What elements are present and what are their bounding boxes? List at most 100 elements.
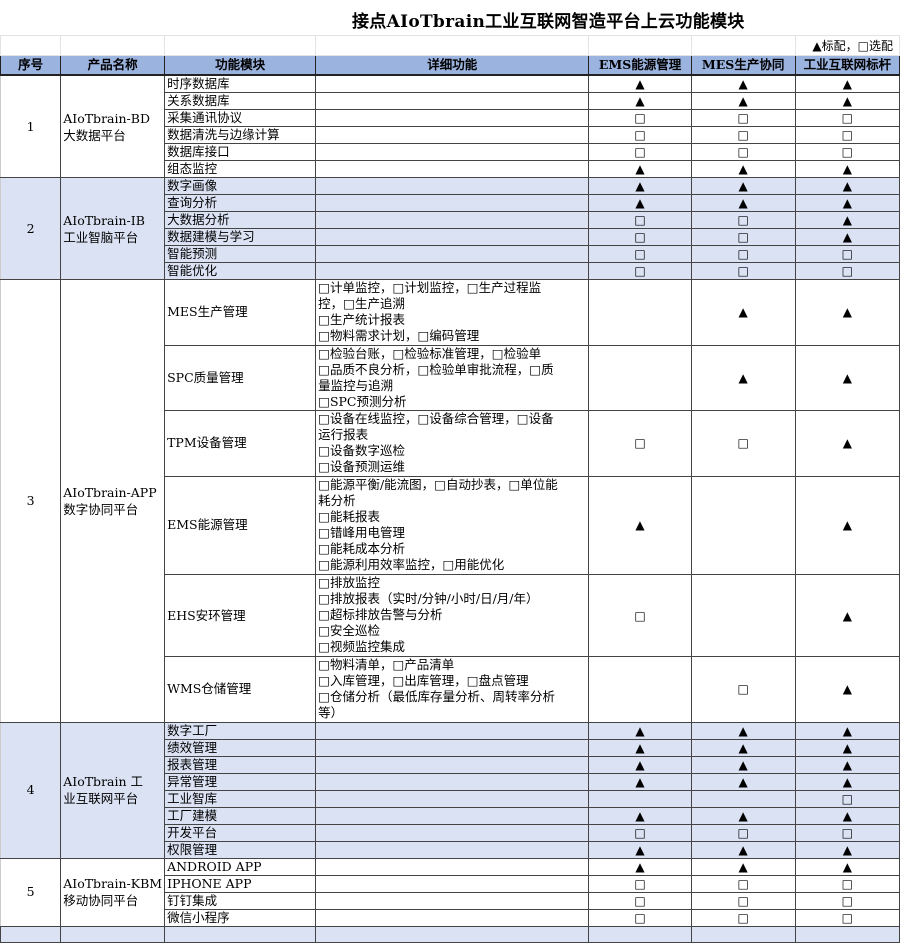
module-name[interactable]: 查询分析 xyxy=(164,194,317,212)
detail-cell[interactable] xyxy=(315,755,590,774)
header-product[interactable]: 产品名称 xyxy=(60,55,166,76)
detail-cell[interactable]: □检验台账，□检验标准管理，□检验单 □品质不良分析，□检验单审批流程，□质 量监控… xyxy=(315,344,590,412)
optional-square-icon[interactable]: □ xyxy=(588,823,692,842)
module-name[interactable]: 工厂建模 xyxy=(164,806,317,825)
detail-cell[interactable] xyxy=(315,772,590,791)
module-name[interactable]: MES生产管理 xyxy=(164,279,317,346)
detail-cell[interactable] xyxy=(315,228,590,246)
module-name[interactable]: 智能优化 xyxy=(164,262,317,280)
standard-triangle-icon[interactable]: ▲ xyxy=(794,755,900,774)
module-name[interactable]: SPC质量管理 xyxy=(164,344,317,412)
module-name[interactable]: EHS安环管理 xyxy=(164,574,317,658)
optional-square-icon[interactable]: □ xyxy=(588,891,692,910)
module-name[interactable]: 智能预测 xyxy=(164,245,317,263)
standard-triangle-icon[interactable]: ▲ xyxy=(794,160,900,178)
detail-cell[interactable]: □计单监控，□计划监控，□生产过程监 控，□生产追溯 □生产统计报表 □物料需求计划，… xyxy=(315,279,590,346)
optional-square-icon[interactable]: □ xyxy=(588,874,692,893)
standard-triangle-icon[interactable]: ▲ xyxy=(794,92,900,110)
standard-triangle-icon[interactable]: ▲ xyxy=(794,228,900,246)
standard-triangle-icon[interactable]: ▲ xyxy=(588,772,692,791)
standard-triangle-icon[interactable]: ▲ xyxy=(794,857,900,876)
optional-square-icon[interactable]: □ xyxy=(794,109,900,127)
optional-square-icon[interactable]: □ xyxy=(690,656,796,723)
optional-square-icon[interactable]: □ xyxy=(690,410,796,477)
standard-triangle-icon[interactable]: ▲ xyxy=(794,574,900,658)
standard-triangle-icon[interactable]: ▲ xyxy=(690,806,796,825)
ems-mark-empty[interactable] xyxy=(588,789,692,808)
standard-triangle-icon[interactable]: ▲ xyxy=(690,857,796,876)
standard-triangle-icon[interactable]: ▲ xyxy=(690,160,796,178)
standard-triangle-icon[interactable]: ▲ xyxy=(690,74,796,93)
product-name[interactable]: AIoTbrain-KBM 移动协同平台 xyxy=(60,857,166,927)
standard-triangle-icon[interactable]: ▲ xyxy=(794,211,900,229)
optional-square-icon[interactable]: □ xyxy=(794,823,900,842)
module-name[interactable]: 微信小程序 xyxy=(164,908,317,927)
optional-square-icon[interactable]: □ xyxy=(690,891,796,910)
optional-square-icon[interactable]: □ xyxy=(588,574,692,658)
module-name[interactable]: WMS仓储管理 xyxy=(164,656,317,723)
standard-triangle-icon[interactable]: ▲ xyxy=(690,738,796,757)
optional-square-icon[interactable]: □ xyxy=(794,143,900,161)
optional-square-icon[interactable]: □ xyxy=(690,143,796,161)
detail-cell[interactable]: □设备在线监控，□设备综合管理，□设备 运行报表 □设备数字巡检 □设备预测运维 xyxy=(315,410,590,477)
standard-triangle-icon[interactable]: ▲ xyxy=(588,160,692,178)
optional-square-icon[interactable]: □ xyxy=(588,143,692,161)
mes-mark-empty[interactable] xyxy=(690,475,796,576)
ems-mark-empty[interactable] xyxy=(588,279,692,346)
optional-square-icon[interactable]: □ xyxy=(690,823,796,842)
product-name[interactable]: AIoTbrain-IB 工业智脑平台 xyxy=(60,177,166,280)
mes-mark-empty[interactable] xyxy=(690,789,796,808)
module-name[interactable]: 异常管理 xyxy=(164,772,317,791)
standard-triangle-icon[interactable]: ▲ xyxy=(794,806,900,825)
optional-square-icon[interactable]: □ xyxy=(690,262,796,280)
optional-square-icon[interactable]: □ xyxy=(690,211,796,229)
optional-square-icon[interactable]: □ xyxy=(794,245,900,263)
standard-triangle-icon[interactable]: ▲ xyxy=(588,177,692,195)
header-benchmark[interactable]: 工业互联网标杆 xyxy=(794,55,900,76)
detail-cell[interactable] xyxy=(315,789,590,808)
optional-square-icon[interactable]: □ xyxy=(794,908,900,927)
product-name[interactable]: AIoTbrain 工业互联网平台 xyxy=(60,721,166,859)
detail-cell[interactable] xyxy=(315,109,590,127)
detail-cell[interactable] xyxy=(315,74,590,93)
section-number[interactable]: 3 xyxy=(0,279,62,723)
standard-triangle-icon[interactable]: ▲ xyxy=(794,656,900,723)
optional-square-icon[interactable]: □ xyxy=(794,789,900,808)
module-name[interactable]: ANDROID APP xyxy=(164,857,317,876)
optional-square-icon[interactable]: □ xyxy=(588,410,692,477)
standard-triangle-icon[interactable]: ▲ xyxy=(690,755,796,774)
optional-square-icon[interactable]: □ xyxy=(588,211,692,229)
optional-square-icon[interactable]: □ xyxy=(690,126,796,144)
section-number[interactable]: 2 xyxy=(0,177,62,280)
ems-mark-empty[interactable] xyxy=(588,344,692,412)
optional-square-icon[interactable]: □ xyxy=(690,908,796,927)
detail-cell[interactable] xyxy=(315,857,590,876)
detail-cell[interactable] xyxy=(315,721,590,740)
standard-triangle-icon[interactable]: ▲ xyxy=(794,772,900,791)
standard-triangle-icon[interactable]: ▲ xyxy=(690,721,796,740)
product-name[interactable]: AIoTbrain-BD 大数据平台 xyxy=(60,74,166,178)
standard-triangle-icon[interactable]: ▲ xyxy=(690,279,796,346)
standard-triangle-icon[interactable]: ▲ xyxy=(690,177,796,195)
optional-square-icon[interactable]: □ xyxy=(690,228,796,246)
detail-cell[interactable] xyxy=(315,908,590,927)
standard-triangle-icon[interactable]: ▲ xyxy=(794,721,900,740)
section-number[interactable]: 1 xyxy=(0,74,62,178)
detail-cell[interactable]: □物料清单，□产品清单 □入库管理，□出库管理，□盘点管理 □仓储分析（最低库存量分… xyxy=(315,656,590,723)
optional-square-icon[interactable]: □ xyxy=(588,109,692,127)
module-name[interactable]: 权限管理 xyxy=(164,840,317,859)
standard-triangle-icon[interactable]: ▲ xyxy=(690,840,796,859)
optional-square-icon[interactable]: □ xyxy=(794,126,900,144)
standard-triangle-icon[interactable]: ▲ xyxy=(588,806,692,825)
standard-triangle-icon[interactable]: ▲ xyxy=(690,344,796,412)
standard-triangle-icon[interactable]: ▲ xyxy=(794,74,900,93)
detail-cell[interactable] xyxy=(315,160,590,178)
standard-triangle-icon[interactable]: ▲ xyxy=(588,738,692,757)
standard-triangle-icon[interactable]: ▲ xyxy=(794,194,900,212)
module-name[interactable]: EMS能源管理 xyxy=(164,475,317,576)
standard-triangle-icon[interactable]: ▲ xyxy=(690,92,796,110)
detail-cell[interactable] xyxy=(315,92,590,110)
module-name[interactable]: 数据建模与学习 xyxy=(164,228,317,246)
header-no[interactable]: 序号 xyxy=(0,55,62,76)
header-detail[interactable]: 详细功能 xyxy=(315,55,590,76)
